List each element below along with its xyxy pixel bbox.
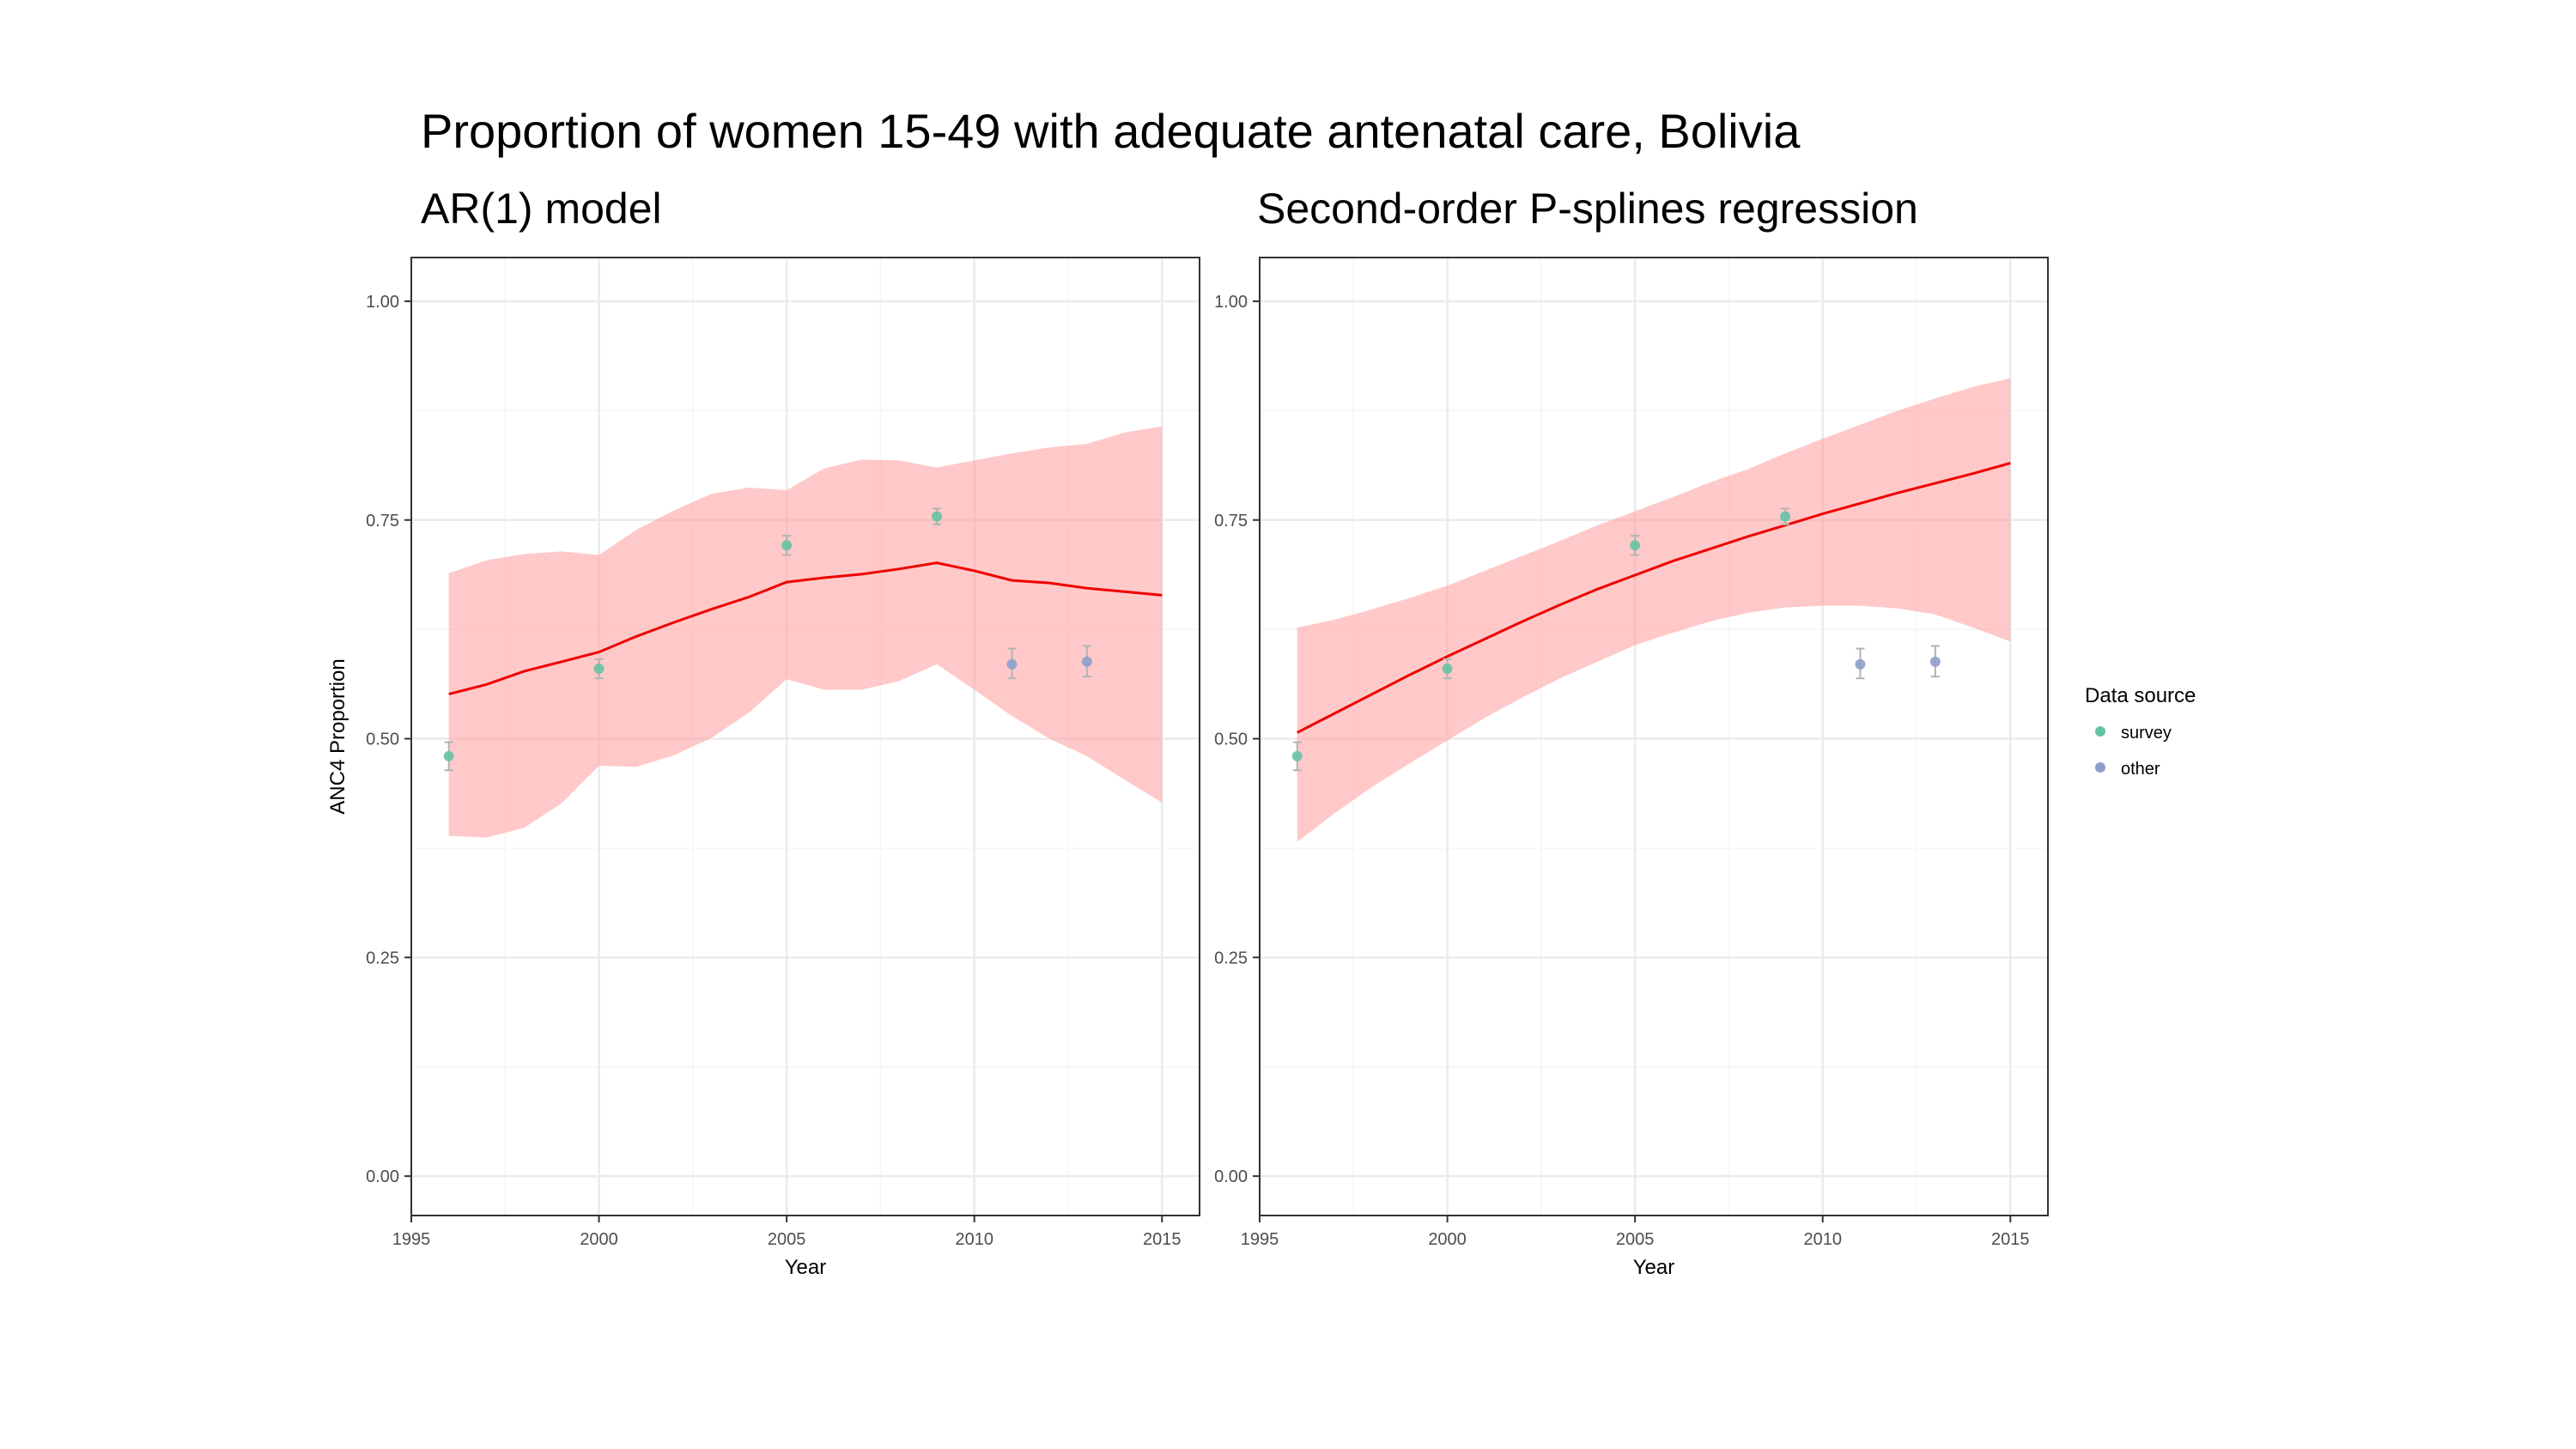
data-point-survey-2005	[1630, 535, 1641, 556]
uncertainty-band	[1297, 378, 2011, 842]
chart-panel-ar1: 0.00 0.25 0.50 0.75 1.00 1995 2000 2005 2010 2015…	[326, 257, 1200, 1279]
legend: Data source survey other	[2085, 684, 2196, 779]
point-marker	[1929, 656, 1941, 667]
point-marker	[593, 664, 605, 675]
x-tick-label: 2005	[768, 1230, 806, 1249]
estimate-line	[1297, 462, 2011, 734]
y-tick-label: 0.75	[366, 512, 399, 530]
point-marker	[1291, 750, 1303, 761]
x-tick-label: 2010	[955, 1230, 993, 1249]
y-tick-label: 1.00	[1214, 293, 1248, 312]
point-marker	[1780, 511, 1790, 522]
estimate-line	[448, 561, 1163, 696]
data-point-other-2011	[1006, 647, 1018, 680]
data-point-survey-2009	[932, 507, 942, 525]
point-marker	[1442, 664, 1453, 675]
x-tick-label: 2000	[1428, 1230, 1467, 1249]
x-tick-label: 1995	[392, 1230, 431, 1249]
panel-border	[1259, 257, 2049, 1216]
x-tick-label: 2000	[580, 1230, 618, 1249]
point-marker	[781, 540, 793, 551]
data-point-other-2013	[1929, 645, 1941, 678]
y-axis-title: ANC4 Proportion	[326, 658, 349, 814]
data-point-other-2011	[1855, 647, 1866, 680]
data-point-survey-2000	[593, 658, 605, 680]
uncertainty-band	[448, 426, 1163, 838]
x-tick-label: 1995	[1241, 1230, 1279, 1249]
point-marker	[932, 511, 942, 522]
x-tick-label: 2015	[1143, 1230, 1182, 1249]
legend-key-other	[2095, 762, 2105, 773]
point-marker	[1006, 658, 1018, 670]
y-tick-label: 0.50	[1214, 731, 1248, 749]
chart-panel-psplines: 0.00 0.25 0.50 0.75 1.00 1995 2000 2005 2010 2015…	[1214, 257, 2049, 1279]
y-tick-label: 0.25	[366, 949, 399, 967]
x-tick-label: 2010	[1803, 1230, 1842, 1249]
point-marker	[443, 750, 454, 761]
legend-label-survey: survey	[2121, 724, 2172, 743]
data-point-survey-2000	[1442, 658, 1453, 680]
point-marker	[1855, 658, 1866, 670]
y-tick-label: 1.00	[366, 293, 399, 312]
data-point-other-2013	[1081, 645, 1092, 678]
legend-title: Data source	[2085, 684, 2196, 707]
y-tick-label: 0.00	[366, 1167, 399, 1186]
panel-border	[410, 257, 1200, 1216]
point-marker	[1630, 540, 1641, 551]
x-tick-label: 2015	[1991, 1230, 2030, 1249]
data-point-survey-2009	[1780, 507, 1790, 525]
x-axis-title: Year	[785, 1256, 827, 1279]
panel-title-ar1: AR(1) model	[421, 185, 662, 233]
y-tick-label: 0.00	[1214, 1167, 1248, 1186]
y-tick-label: 0.50	[366, 731, 399, 749]
main-title: Proportion of women 15-49 with adequate …	[421, 104, 1801, 158]
legend-key-survey	[2095, 726, 2105, 737]
y-tick-label: 0.25	[1214, 949, 1248, 967]
data-point-survey-1996	[1291, 741, 1303, 772]
y-tick-label: 0.75	[1214, 512, 1248, 530]
x-axis-title: Year	[1633, 1256, 1675, 1279]
x-tick-label: 2005	[1616, 1230, 1655, 1249]
data-point-survey-2005	[781, 535, 793, 556]
panel-title-psplines: Second-order P-splines regression	[1257, 185, 1918, 233]
point-marker	[1081, 656, 1092, 667]
legend-label-other: other	[2121, 760, 2160, 779]
data-point-survey-1996	[443, 741, 454, 772]
